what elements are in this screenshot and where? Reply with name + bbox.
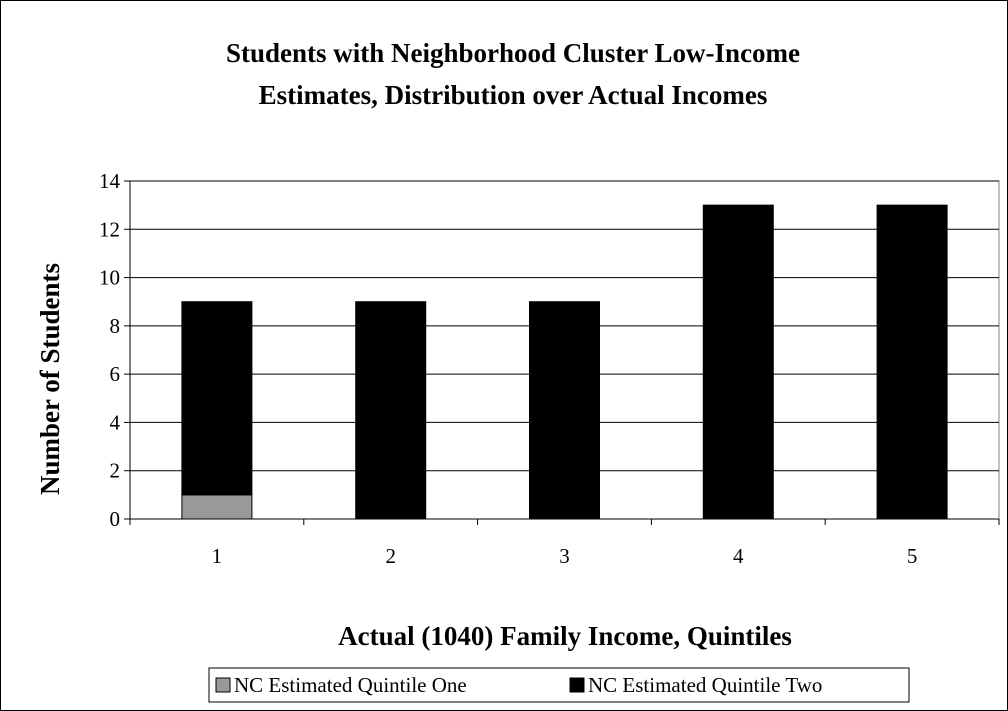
chart-title-line-2: Estimates, Distribution over Actual Inco… <box>259 80 768 110</box>
y-tick-label-2: 2 <box>110 459 121 483</box>
bar-1-series-2 <box>181 301 253 496</box>
x-tick-label-2: 2 <box>385 544 396 568</box>
y-tick-label-6: 6 <box>110 362 121 386</box>
chart-title-line-1: Students with Neighborhood Cluster Low-I… <box>226 38 800 68</box>
y-tick-labels: 0 2 4 6 8 10 12 14 <box>99 169 121 531</box>
bar-5-series-2 <box>876 204 948 520</box>
y-tick-label-14: 14 <box>99 169 121 193</box>
x-tick-label-3: 3 <box>559 544 570 568</box>
bar-1-series-1 <box>181 494 253 520</box>
legend-label-quintile-two: NC Estimated Quintile Two <box>588 673 822 697</box>
legend-box <box>208 667 910 703</box>
bars <box>181 204 948 520</box>
axes <box>124 180 1000 525</box>
legend: NC Estimated Quintile One NC Estimated Q… <box>208 667 910 703</box>
bar-2-series-2 <box>355 301 427 520</box>
x-tick-label-4: 4 <box>733 544 744 568</box>
x-axis-title: Actual (1040) Family Income, Quintiles <box>338 621 792 651</box>
x-tick-labels: 1 2 3 4 5 <box>212 544 918 568</box>
y-axis-title: Number of Students <box>35 263 65 495</box>
legend-swatch-quintile-one <box>215 677 231 693</box>
y-tick-label-8: 8 <box>110 314 121 338</box>
bar-3-series-2 <box>529 301 600 520</box>
x-tick-label-1: 1 <box>212 544 223 568</box>
y-tick-label-10: 10 <box>99 266 120 290</box>
legend-label-quintile-one: NC Estimated Quintile One <box>234 673 467 697</box>
y-tick-label-4: 4 <box>110 410 121 434</box>
x-tick-label-5: 5 <box>907 544 918 568</box>
y-tick-label-0: 0 <box>110 507 121 531</box>
legend-swatch-quintile-two <box>569 677 585 693</box>
bar-4-series-2 <box>702 204 774 520</box>
y-tick-label-12: 12 <box>99 217 120 241</box>
